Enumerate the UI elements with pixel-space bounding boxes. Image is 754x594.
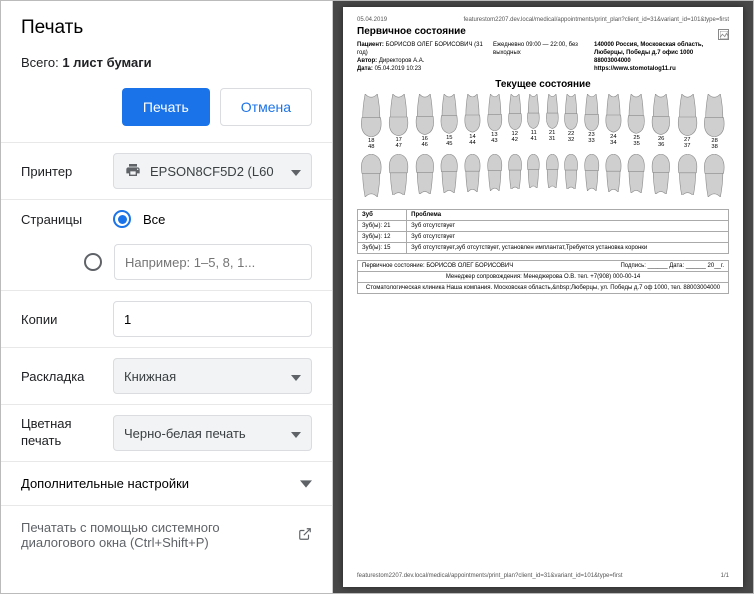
tooth: 1141 (526, 94, 541, 151)
chevron-down-icon (291, 164, 301, 179)
tooth (676, 154, 699, 197)
color-value: Черно-белая печать (124, 426, 246, 441)
tooth: 2131 (545, 94, 560, 151)
tooth (414, 154, 436, 197)
print-dialog: Печать Всего: 1 лист бумаги Печать Отмен… (0, 0, 754, 594)
tooth (463, 154, 482, 197)
layout-value: Книжная (124, 369, 176, 384)
tooth: 2737 (676, 94, 699, 151)
signature-block: Первичное состояние: БОРИСОВ ОЛЕГ БОРИСО… (357, 260, 729, 294)
settings-panel: Печать Всего: 1 лист бумаги Печать Отмен… (1, 1, 333, 593)
tooth: 2333 (583, 94, 601, 151)
chevron-down-icon (291, 426, 301, 441)
color-row: Цветная печать Черно-белая печать (1, 405, 332, 462)
system-dialog-label: Печатать с помощью системного диалоговог… (21, 520, 271, 550)
preview-url-top: featurestom2207.dev.local/medical/appoin… (463, 17, 729, 23)
tooth: 1747 (387, 94, 410, 151)
tooth (439, 154, 459, 197)
tooth: 1242 (507, 94, 523, 151)
copies-label: Копии (21, 312, 113, 327)
chevron-down-icon (300, 476, 312, 491)
printer-icon (124, 162, 142, 181)
table-row: Зуб(ы): 15Зуб отсутствует,зуб отсутствуе… (358, 242, 729, 253)
teeth-upper: 1848 1747 1646 1545 1444 1343 1242 (357, 94, 729, 151)
tooth (507, 154, 523, 197)
dialog-title: Печать (21, 17, 312, 39)
tooth (545, 154, 560, 197)
copies-row: Копии (1, 291, 332, 348)
document-title: Первичное состояние (357, 26, 729, 37)
footer-url: featurestom2207.dev.local/medical/appoin… (357, 573, 623, 579)
pages-custom-input[interactable] (114, 244, 312, 280)
pages-all-label: Все (143, 212, 165, 227)
table-row: Зуб(ы): 12Зуб отсутствует (358, 231, 729, 242)
tooth (583, 154, 601, 197)
photo-placeholder-icon (718, 29, 729, 40)
header-info: Пациент: БОРИСОВ ОЛЕГ БОРИСОВИЧ (31 год)… (357, 41, 729, 73)
system-dialog-link[interactable]: Печатать с помощью системного диалоговог… (1, 506, 332, 564)
external-link-icon (298, 527, 312, 544)
tooth (526, 154, 541, 197)
current-state-title: Текущее состояние (357, 79, 729, 90)
preview-panel: 05.04.2019 featurestom2207.dev.local/med… (333, 1, 753, 593)
tooth: 1646 (414, 94, 436, 151)
sheet-total: Всего: 1 лист бумаги (21, 55, 312, 70)
layout-label: Раскладка (21, 369, 113, 384)
pages-row: Страницы Все (1, 200, 332, 291)
tooth: 1848 (359, 94, 384, 151)
preview-page: 05.04.2019 featurestom2207.dev.local/med… (343, 7, 743, 587)
tooth (387, 154, 410, 197)
footer-page: 1/1 (721, 573, 729, 579)
tooth (702, 154, 727, 197)
tooth: 2535 (626, 94, 646, 151)
printer-select[interactable]: EPSON8CF5D2 (L60 (113, 153, 312, 189)
tooth (650, 154, 672, 197)
print-button[interactable]: Печать (122, 88, 210, 126)
tooth (563, 154, 579, 197)
advanced-label: Дополнительные настройки (21, 476, 189, 491)
advanced-toggle[interactable]: Дополнительные настройки (1, 462, 332, 506)
tooth (604, 154, 623, 197)
tooth: 2838 (702, 94, 727, 151)
printer-label: Принтер (21, 164, 113, 179)
copies-input[interactable] (113, 301, 312, 337)
color-label: Цветная печать (21, 416, 113, 450)
tooth: 2434 (604, 94, 623, 151)
teeth-lower (357, 154, 729, 197)
pages-label: Страницы (21, 212, 113, 227)
cancel-button[interactable]: Отмена (220, 88, 312, 126)
printer-row: Принтер EPSON8CF5D2 (L60 (1, 143, 332, 200)
printer-value: EPSON8CF5D2 (L60 (150, 164, 274, 179)
tooth (486, 154, 504, 197)
tooth: 1444 (463, 94, 482, 151)
tooth: 2232 (563, 94, 579, 151)
color-select[interactable]: Черно-белая печать (113, 415, 312, 451)
chevron-down-icon (291, 369, 301, 384)
layout-select[interactable]: Книжная (113, 358, 312, 394)
tooth: 1545 (439, 94, 459, 151)
preview-date: 05.04.2019 (357, 17, 387, 23)
tooth (626, 154, 646, 197)
tooth (359, 154, 384, 197)
layout-row: Раскладка Книжная (1, 348, 332, 405)
tooth: 1343 (486, 94, 504, 151)
tooth: 2636 (650, 94, 672, 151)
table-row: Зуб(ы): 21Зуб отсутствует (358, 220, 729, 231)
problems-table: ЗубПроблема Зуб(ы): 21Зуб отсутствуетЗуб… (357, 209, 729, 254)
pages-all-radio[interactable] (113, 210, 131, 228)
pages-custom-radio[interactable] (84, 253, 102, 271)
